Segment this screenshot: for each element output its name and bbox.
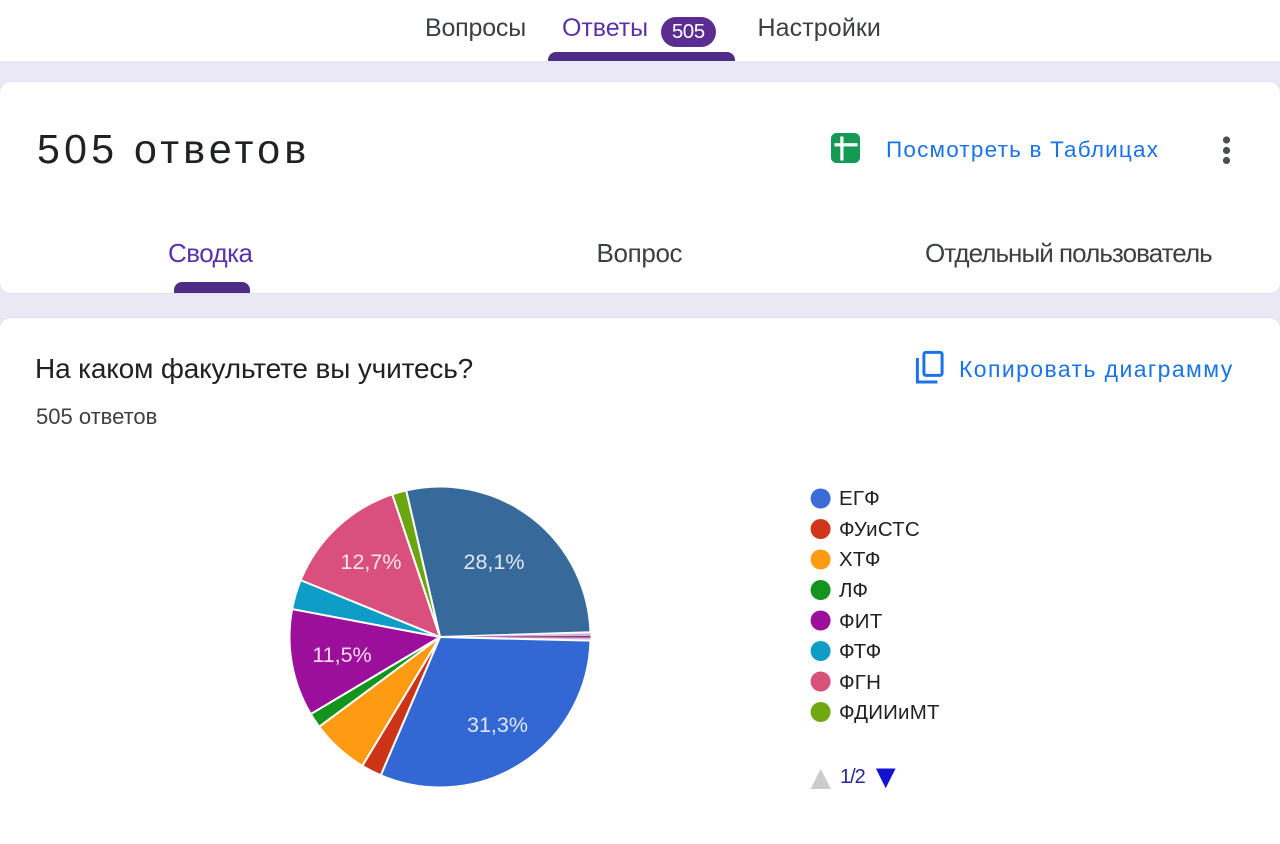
- svg-text:31,3%: 31,3%: [467, 713, 528, 737]
- svg-text:11,5%: 11,5%: [312, 643, 371, 667]
- svg-text:12,7%: 12,7%: [341, 550, 402, 574]
- svg-text:28,1%: 28,1%: [464, 550, 525, 574]
